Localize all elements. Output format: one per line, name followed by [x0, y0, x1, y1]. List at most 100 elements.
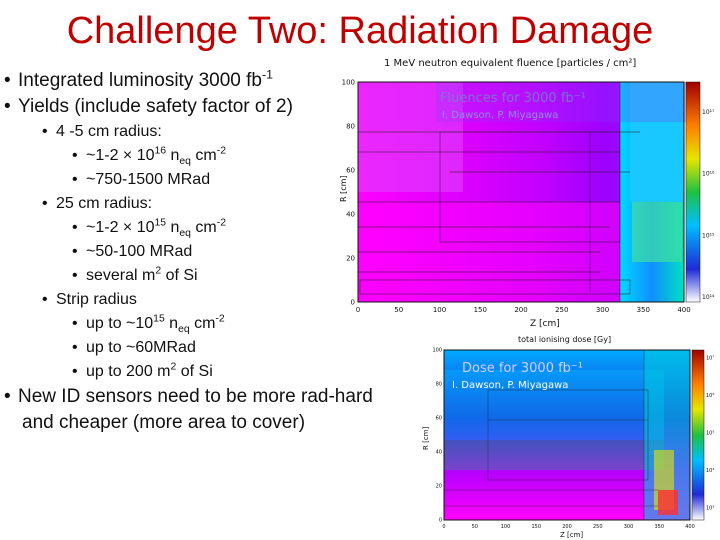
x-tick-label: 350 [654, 524, 664, 530]
bullet-dot-icon: • [42, 291, 48, 308]
x-tick-label: 100 [433, 306, 446, 314]
bullet-item: • New ID sensors need to be more rad-hard [4, 384, 444, 410]
x-tick-label: 0 [356, 306, 360, 314]
bullet-item: • up to ~60MRad [72, 336, 444, 360]
dose-ylabel: R [cm] [422, 427, 430, 450]
bullet-text: ~1-2 × 1015 neq cm-2 [86, 217, 226, 240]
x-tick-label: 200 [562, 524, 572, 530]
fluence-plot: 1 MeV neutron equivalent fluence [partic… [340, 52, 720, 342]
x-tick-label: 300 [596, 306, 609, 314]
bullet-item: • Yields (include safety factor of 2) [4, 94, 444, 120]
fluence-xlabel: Z [cm] [530, 319, 560, 329]
y-tick-label: 20 [346, 254, 355, 262]
x-tick-label: 50 [394, 306, 403, 314]
dose-header: total ionising dose [Gy] [518, 335, 611, 344]
dose-y-tick-labels: 0 20 40 60 80 100 [432, 348, 442, 524]
x-tick-label: 200 [514, 306, 527, 314]
cb-tick-label: 10¹⁵ [702, 232, 715, 239]
y-tick-label: 40 [346, 210, 355, 218]
y-tick-label: 20 [436, 484, 442, 490]
bullet-text: up to ~1015 neq cm-2 [86, 313, 225, 336]
bullet-dot-icon: • [72, 339, 78, 356]
bullet-item: • Integrated luminosity 3000 fb-1 [4, 68, 444, 94]
bullet-text: up to 200 m2 of Si [86, 361, 213, 380]
bullet-dot-icon: • [72, 363, 78, 380]
cb-tick-label: 10¹⁷ [702, 109, 715, 116]
fluence-credit: I. Dawson, P. Miyagawa [442, 110, 558, 121]
cb-tick-label: 10⁵ [706, 431, 714, 437]
bullet-text: ~50-100 MRad [86, 243, 193, 260]
fluence-ylabel: R [cm] [340, 175, 348, 202]
bullet-text: New ID sensors need to be more rad-hard [18, 386, 373, 407]
fluence-colorbar [685, 81, 701, 303]
cb-tick-label: 10¹⁶ [702, 171, 715, 178]
bullet-dot-icon: • [72, 219, 78, 236]
bullet-text: several m2 of Si [86, 265, 198, 284]
bullet-item: • ~750-1500 MRad [72, 168, 444, 192]
y-tick-label: 80 [346, 122, 355, 130]
bullet-text: Yields (include safety factor of 2) [18, 96, 293, 117]
bullet-dot-icon: • [4, 70, 11, 91]
bullet-item: • several m2 of Si [72, 264, 444, 288]
bullet-dot-icon: • [42, 195, 48, 212]
bullet-text: 4 -5 cm radius: [56, 123, 162, 140]
bullet-dot-icon: • [4, 386, 11, 407]
x-tick-label: 100 [501, 524, 511, 530]
fluence-header: 1 MeV neutron equivalent fluence [partic… [384, 58, 636, 69]
bullet-item: • ~50-100 MRad [72, 240, 444, 264]
y-tick-label: 60 [346, 166, 355, 174]
x-tick-label: 300 [624, 524, 634, 530]
bullet-dot-icon: • [72, 147, 78, 164]
x-tick-label: 150 [474, 306, 487, 314]
bullet-dot-icon: • [42, 123, 48, 140]
bullet-item: • up to ~1015 neq cm-2 [72, 312, 444, 336]
dose-colorbar [691, 349, 705, 521]
bullet-dot-icon: • [72, 267, 78, 284]
y-tick-label: 100 [432, 348, 442, 354]
bullet-text: and cheaper (more area to cover) [22, 412, 306, 433]
bullet-item: • 25 cm radius: [42, 192, 444, 216]
bullet-text: Integrated luminosity 3000 fb-1 [18, 67, 273, 91]
bullet-text: up to ~60MRad [86, 339, 196, 356]
x-tick-label: 400 [685, 524, 695, 530]
y-tick-label: 60 [436, 416, 442, 422]
dose-colorbar-labels: 10⁷ 10⁶ 10⁵ 10⁴ 10³ [706, 356, 714, 512]
fluence-colorbar-labels: 10¹⁷ 10¹⁶ 10¹⁵ 10¹⁴ [702, 109, 715, 301]
x-tick-label: 350 [637, 306, 650, 314]
y-tick-label: 100 [342, 78, 355, 86]
x-tick-label: 150 [531, 524, 541, 530]
bullet-item: • Strip radius [42, 288, 444, 312]
y-tick-label: 80 [436, 382, 442, 388]
bullet-dot-icon: • [72, 243, 78, 260]
bullet-dot-icon: • [72, 171, 78, 188]
bullet-list: • Integrated luminosity 3000 fb-1 • Yields … [4, 68, 444, 436]
fluence-x-tick-labels: 0 50 100 150 200 250 300 350 400 [356, 306, 691, 314]
bullet-text: Strip radius [56, 291, 137, 308]
fluence-overlay-title: Fluences for 3000 fb⁻¹ [440, 91, 586, 106]
cb-tick-label: 10⁶ [706, 393, 714, 399]
bullet-item: • ~1-2 × 1015 neq cm-2 [72, 216, 444, 240]
dose-xlabel: Z [cm] [560, 531, 583, 539]
cb-tick-label: 10¹⁴ [702, 294, 715, 301]
x-tick-label: 50 [472, 524, 478, 530]
dose-credit: I. Dawson, P. Miyagawa [452, 380, 568, 391]
bullet-item: • up to 200 m2 of Si [72, 360, 444, 384]
bullet-item: and cheaper (more area to cover) [22, 410, 444, 436]
x-tick-label: 400 [677, 306, 690, 314]
x-tick-label: 250 [593, 524, 603, 530]
y-tick-label: 0 [351, 298, 355, 306]
bullet-item: • 4 -5 cm radius: [42, 120, 444, 144]
x-tick-label: 250 [555, 306, 568, 314]
dose-overlay-title: Dose for 3000 fb⁻¹ [462, 361, 583, 376]
y-tick-label: 40 [436, 450, 442, 456]
dose-x-tick-labels: 0 50 100 150 200 250 300 350 400 [442, 524, 694, 530]
bullet-item: • ~1-2 × 1016 neq cm-2 [72, 144, 444, 168]
fluence-y-tick-labels: 0 20 40 60 80 100 [342, 78, 355, 306]
y-tick-label: 0 [439, 518, 442, 524]
bullet-text: ~1-2 × 1016 neq cm-2 [86, 145, 226, 168]
dose-plot: total ionising dose [Gy] Dose for 3000 f… [418, 330, 720, 540]
cb-tick-label: 10⁴ [706, 468, 714, 474]
x-tick-label: 0 [442, 524, 445, 530]
bullet-dot-icon: • [4, 96, 11, 117]
cb-tick-label: 10⁷ [706, 356, 714, 362]
